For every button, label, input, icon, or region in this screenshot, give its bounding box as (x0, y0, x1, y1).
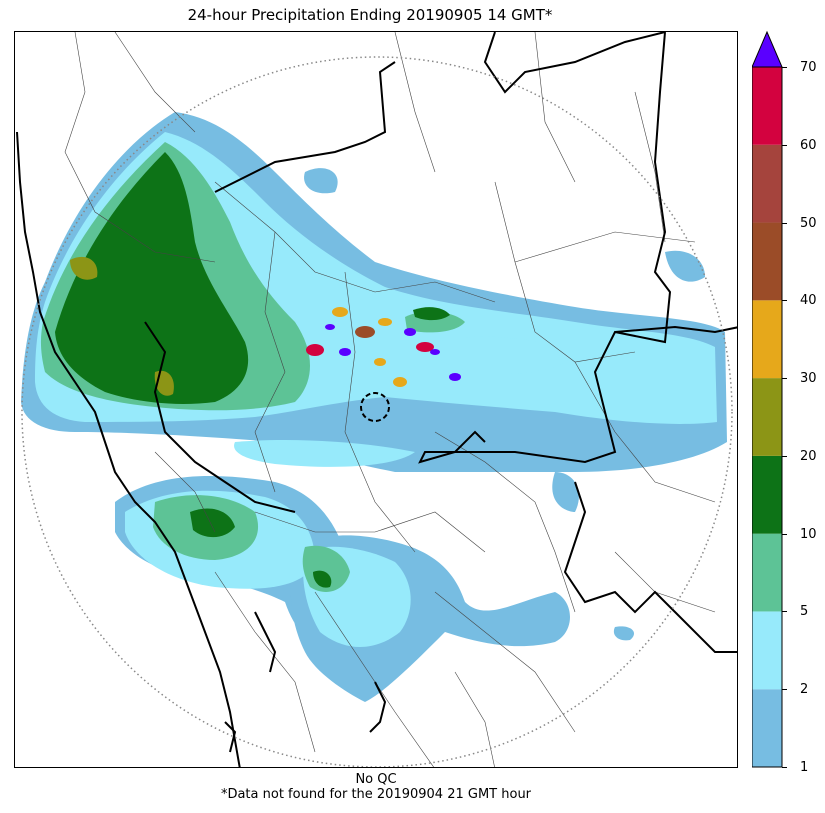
colorbar-extend-triangle (752, 30, 783, 68)
colorbar-tick-label: 60 (800, 137, 817, 153)
colorbar-tick-mark (782, 767, 787, 768)
colorbar-segment (752, 67, 782, 145)
colorbar-tick-mark (782, 144, 787, 146)
colorbar-tick-label: 50 (800, 215, 817, 231)
map-title: 24-hour Precipitation Ending 20190905 14… (187, 6, 553, 24)
state-boundaries (16, 32, 737, 767)
colorbar-tick-mark (782, 222, 787, 224)
colorbar-segments (752, 67, 782, 767)
precipitation-map-graphic (16, 32, 737, 767)
colorbar-outline (752, 66, 783, 768)
colorbar-tick-mark (782, 378, 787, 380)
colorbar-tick-label: 2 (800, 682, 809, 698)
colorbar-tick-label: 5 (800, 604, 809, 620)
colorbar-segment (752, 378, 782, 456)
colorbar (752, 30, 783, 768)
colorbar-segment (752, 611, 782, 690)
colorbar-tick-label: 10 (800, 526, 817, 542)
colorbar-tick-mark (782, 689, 787, 691)
colorbar-tick-mark (782, 455, 787, 457)
range-ring (21, 56, 733, 767)
colorbar-segment (752, 144, 782, 223)
radar-map (14, 31, 738, 768)
colorbar-tick-mark (782, 67, 787, 68)
colorbar-segment (752, 455, 782, 534)
footer-qc-text: No QC (355, 772, 397, 787)
colorbar-tick-label: 1 (800, 760, 809, 775)
footer-note-text: *Data not found for the 20190904 21 GMT … (220, 787, 532, 802)
colorbar-tick-label: 20 (800, 448, 817, 464)
radar-site-marker (360, 392, 390, 422)
precip-10-20-layer (55, 152, 450, 588)
colorbar-segment (752, 689, 782, 767)
colorbar-tick-mark (782, 533, 787, 535)
colorbar-tick-label: 70 (800, 60, 817, 75)
colorbar-segment (752, 300, 782, 379)
colorbar-tick-label: 40 (800, 293, 817, 309)
colorbar-tick-label: 30 (800, 371, 817, 387)
colorbar-tick-mark (782, 611, 787, 613)
colorbar-segment (752, 222, 782, 301)
colorbar-segment (752, 533, 782, 612)
colorbar-tick-mark (782, 300, 787, 302)
precip-convective-cells (306, 307, 461, 387)
